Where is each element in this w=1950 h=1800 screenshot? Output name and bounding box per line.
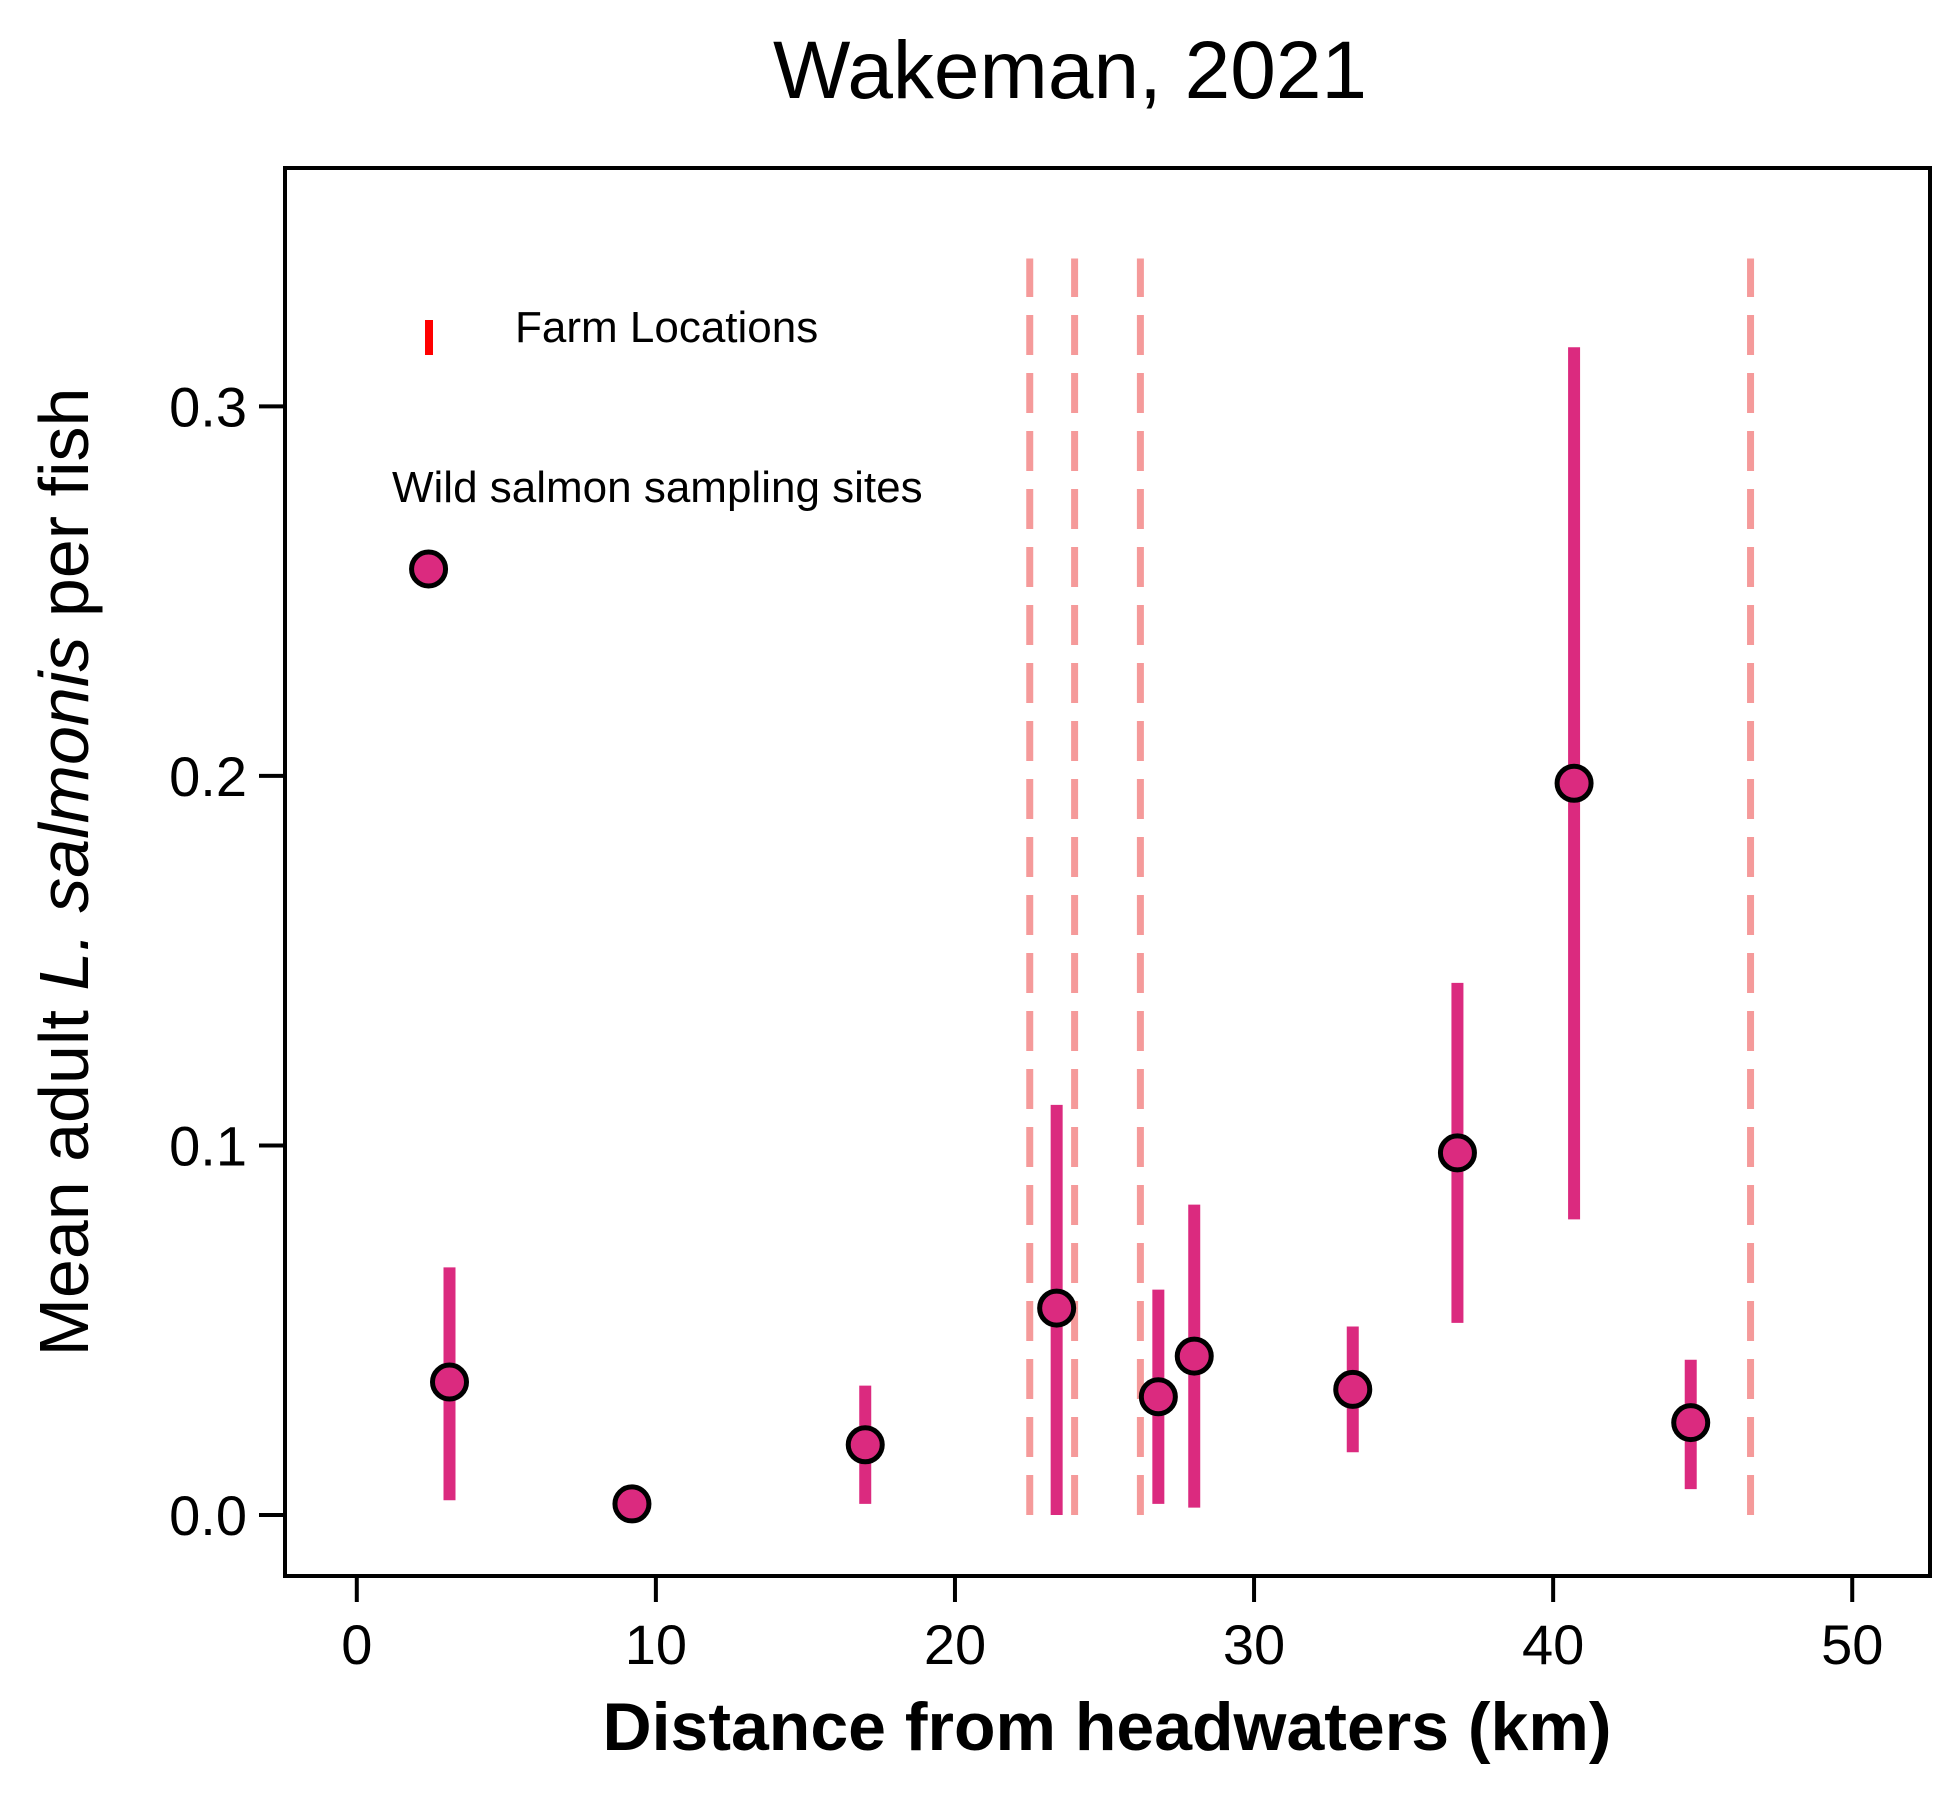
y-tick-label-3: 0.3 bbox=[169, 375, 247, 438]
farm-location-lines bbox=[1026, 258, 1755, 1516]
x-tick-label-10: 10 bbox=[625, 1613, 687, 1676]
y-axis-label-suffix: per fish bbox=[25, 388, 103, 637]
y-axis-label: Mean adult L. salmonis per fish bbox=[25, 388, 103, 1357]
sampling-site-point-1 bbox=[409, 549, 449, 589]
chart-title: Wakeman, 2021 bbox=[773, 25, 1367, 116]
x-axis-ticks: 0 10 20 30 40 50 bbox=[341, 1576, 1883, 1676]
sampling-site-point-7 bbox=[1174, 1336, 1214, 1376]
y-axis-ticks: 0.0 0.1 0.2 0.3 bbox=[169, 375, 285, 1547]
sampling-site-point-10 bbox=[1554, 763, 1594, 803]
y-tick-label-2: 0.2 bbox=[169, 745, 247, 808]
y-tick-label-1: 0.1 bbox=[169, 1114, 247, 1177]
plot-area-frame bbox=[283, 166, 1932, 1578]
x-tick-label-40: 40 bbox=[1522, 1613, 1584, 1676]
sampling-site-point-8 bbox=[1333, 1369, 1373, 1409]
legend: Farm Locations Wild salmon sampling site… bbox=[392, 303, 923, 512]
y-tick-label-0: 0.0 bbox=[169, 1484, 247, 1547]
sampling-site-point-11 bbox=[1671, 1403, 1711, 1443]
x-tick-label-30: 30 bbox=[1223, 1613, 1285, 1676]
sampling-site-point-2 bbox=[430, 1362, 469, 1402]
x-tick-label-50: 50 bbox=[1821, 1613, 1883, 1676]
x-tick-label-20: 20 bbox=[924, 1613, 986, 1676]
sampling-site-point-9 bbox=[1437, 1133, 1477, 1173]
y-axis-label-prefix: Mean adult bbox=[25, 991, 103, 1357]
y-axis-label-species: L. salmonis bbox=[25, 637, 103, 991]
sampling-site-point-5 bbox=[1037, 1288, 1077, 1328]
sampling-site-point-6 bbox=[1138, 1377, 1178, 1417]
x-axis-label: Distance from headwaters (km) bbox=[603, 1689, 1612, 1765]
error-bars bbox=[443, 347, 1697, 1516]
sampling-site-point-4 bbox=[845, 1425, 885, 1465]
sampling-site-points bbox=[409, 549, 1711, 1524]
legend-site-label: Wild salmon sampling sites bbox=[392, 463, 923, 512]
x-tick-label-0: 0 bbox=[341, 1613, 372, 1676]
sampling-site-point-3 bbox=[612, 1484, 652, 1524]
legend-farm-label: Farm Locations bbox=[515, 303, 818, 352]
